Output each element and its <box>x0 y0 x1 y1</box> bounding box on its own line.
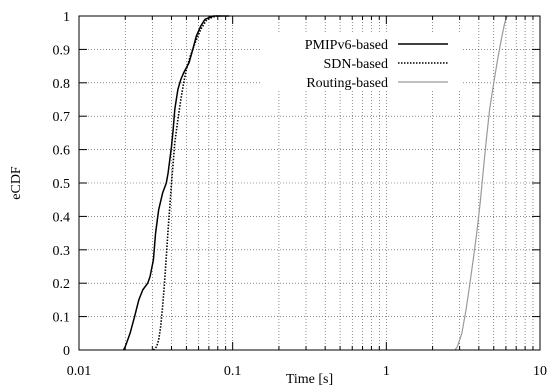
y-tick-label: 0.4 <box>53 210 71 225</box>
y-tick-label: 0.6 <box>53 144 71 159</box>
legend-background <box>262 33 462 89</box>
y-tick-label: 0 <box>63 344 70 359</box>
y-tick-label: 1 <box>63 10 70 25</box>
y-tick-label: 0.5 <box>53 177 71 192</box>
series-line-pmipv6-based <box>122 15 230 351</box>
axis-ticks <box>79 15 540 351</box>
grid <box>79 16 540 350</box>
x-tick-label: 10 <box>533 364 547 379</box>
y-tick-label: 0.8 <box>53 77 71 92</box>
legend-label: PMIPv6-based <box>305 38 388 53</box>
y-tick-label: 0.2 <box>53 277 71 292</box>
legend-label: Routing-based <box>306 76 388 91</box>
series-lines <box>122 15 508 351</box>
y-tick-label: 0.9 <box>53 43 71 58</box>
y-tick-label: 0.3 <box>53 244 71 259</box>
x-tick-label: 1 <box>383 364 390 379</box>
x-tick-label: 0.01 <box>67 364 92 379</box>
x-axis-title: Time [s] <box>286 372 333 385</box>
legend-label: SDN-based <box>323 57 388 72</box>
series-line-routing-based <box>454 15 508 351</box>
y-tick-label: 0.1 <box>53 311 71 326</box>
x-tick-label: 0.1 <box>224 364 242 379</box>
legend: PMIPv6-based SDN-based Routing-based <box>262 33 462 91</box>
axis-tick-labels: 0 0.1 0.2 0.3 0.4 0.5 0.6 0.7 0.8 0.9 1 0.01 0.1 1 10 <box>53 10 548 379</box>
series-line-sdn-based <box>152 15 222 351</box>
y-tick-label: 0.7 <box>53 110 71 125</box>
y-axis-title: eCDF <box>9 166 24 200</box>
